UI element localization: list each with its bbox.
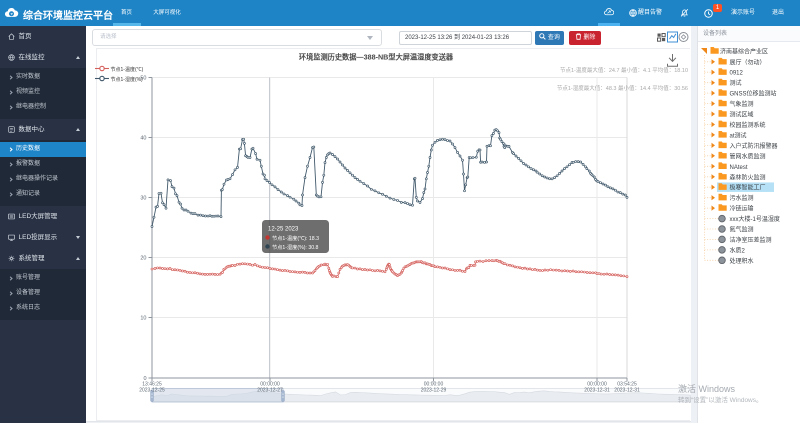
svg-text:0912: 0912 — [730, 70, 744, 76]
svg-text:2023-12-29: 2023-12-29 — [421, 388, 447, 394]
svg-text:03:54:25: 03:54:25 — [617, 382, 637, 388]
svg-text:2023-12-31: 2023-12-31 — [584, 388, 610, 394]
svg-text:2023-12-31: 2023-12-31 — [614, 388, 640, 394]
svg-text:0: 0 — [143, 376, 146, 382]
svg-text:00:00:00: 00:00:00 — [260, 382, 280, 388]
svg-text:节点1-湿度(%): 节点1-湿度(%) — [111, 76, 144, 83]
svg-text:00:00:00: 00:00:00 — [424, 382, 444, 388]
svg-text:节点1-温度(℃): 18.3: 节点1-温度(℃): 18.3 — [272, 234, 319, 242]
svg-text:气象监测: 气象监测 — [730, 100, 754, 108]
svg-text:00:00:00: 00:00:00 — [587, 382, 607, 388]
svg-text:2023-12-27: 2023-12-27 — [257, 388, 283, 394]
svg-text:节点1-湿度(%): 30.8: 节点1-湿度(%): 30.8 — [272, 243, 319, 251]
svg-text:2023-12-25: 2023-12-25 — [139, 388, 165, 394]
svg-text:at测试: at测试 — [730, 131, 747, 139]
svg-text:洁净室压差监测: 洁净室压差监测 — [730, 235, 772, 243]
svg-text:处理积水: 处理积水 — [730, 256, 754, 264]
svg-text:环境监测历史数据—388-NB型大屏温湿度变送器: 环境监测历史数据—388-NB型大屏温湿度变送器 — [299, 53, 454, 62]
svg-text:校园监测系统: 校园监测系统 — [730, 121, 766, 129]
svg-text:节点1-温度(℃): 节点1-温度(℃) — [111, 66, 144, 73]
svg-text:冷链运输: 冷链运输 — [730, 204, 754, 212]
svg-text:展厅（勿动）: 展厅（勿动） — [730, 58, 766, 66]
svg-text:管网水质监测: 管网水质监测 — [730, 152, 766, 160]
svg-text:济南基综合产业区: 济南基综合产业区 — [720, 47, 768, 55]
svg-text:测试区域: 测试区域 — [730, 110, 754, 118]
svg-text:测试: 测试 — [730, 79, 742, 87]
svg-text:森林防火监测: 森林防火监测 — [730, 173, 766, 181]
svg-text:NAtest: NAtest — [730, 164, 748, 170]
svg-text:10: 10 — [140, 316, 146, 322]
svg-text:30: 30 — [140, 196, 146, 202]
svg-text:40: 40 — [140, 136, 146, 142]
svg-text:水质2: 水质2 — [730, 246, 746, 254]
svg-text:xxx大楼-1号温湿度: xxx大楼-1号温湿度 — [730, 215, 780, 223]
svg-text:节点1-湿度最大值：48.3 最小值：14.4 平均值：: 节点1-湿度最大值：48.3 最小值：14.4 平均值：30.56 — [557, 84, 688, 92]
svg-text:污水监测: 污水监测 — [730, 194, 754, 202]
svg-text:13:46:25: 13:46:25 — [142, 382, 162, 388]
svg-text:GNSS位移监测站: GNSS位移监测站 — [730, 89, 777, 97]
svg-text:50: 50 — [140, 76, 146, 82]
svg-text:20: 20 — [140, 256, 146, 262]
svg-text:入户式防汛报警器: 入户式防汛报警器 — [730, 141, 778, 149]
svg-text:12-25 2023: 12-25 2023 — [268, 227, 299, 233]
svg-text:节点1-温度最大值：24.7 最小值：4.1 平均值：1: 节点1-温度最大值：24.7 最小值：4.1 平均值：18.10 — [560, 66, 688, 74]
svg-text:极寒智能工厂: 极寒智能工厂 — [730, 183, 766, 191]
svg-text:氮气监测: 氮气监测 — [730, 225, 754, 233]
